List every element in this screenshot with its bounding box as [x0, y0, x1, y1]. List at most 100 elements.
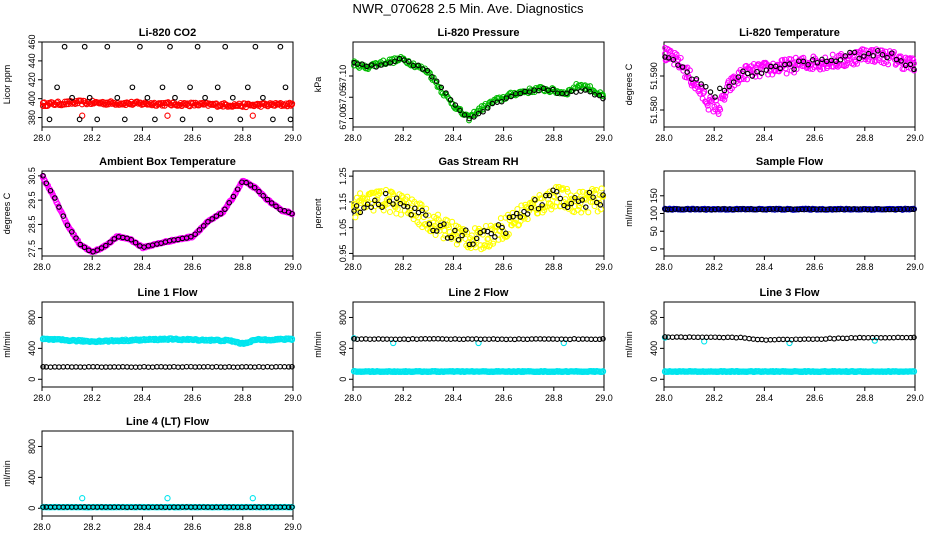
data-point: [774, 206, 780, 212]
x-tick-label: 28.0: [344, 262, 362, 272]
data-point: [471, 108, 478, 115]
data-point: [550, 86, 556, 93]
x-tick-label: 28.8: [234, 522, 252, 532]
data-point: [910, 368, 918, 375]
data-point: [430, 227, 436, 234]
data-point: [463, 227, 469, 233]
data-point: [763, 67, 770, 73]
data-point: [911, 206, 917, 213]
data-point: [679, 206, 685, 213]
data-point: [480, 109, 486, 115]
data-point: [60, 213, 67, 219]
data-point: [449, 218, 456, 225]
data-points: [39, 43, 296, 123]
y-tick-label: 0: [649, 246, 659, 251]
data-point: [911, 60, 917, 67]
data-point: [531, 205, 538, 212]
data-point: [526, 89, 533, 95]
y-axis-label: percent: [313, 198, 323, 229]
data-point: [701, 206, 707, 213]
data-point: [452, 336, 458, 342]
data-point: [270, 116, 276, 123]
data-point: [697, 206, 704, 213]
chart-title: Li-820 Pressure: [438, 27, 520, 39]
data-point: [214, 84, 221, 91]
data-point: [754, 68, 760, 75]
x-tick-label: 28.8: [856, 262, 874, 272]
plot-frame: [352, 41, 605, 128]
data-point: [679, 64, 686, 70]
data-point: [444, 235, 451, 241]
data-point: [289, 363, 295, 370]
data-points: [350, 183, 607, 253]
data-point: [404, 204, 411, 210]
data-point: [829, 51, 836, 58]
x-tick-label: 29.0: [595, 133, 613, 143]
data-point: [740, 76, 747, 83]
data-point: [712, 206, 718, 213]
x-tick-label: 29.0: [284, 262, 302, 272]
x-tick-label: 28.2: [705, 393, 723, 403]
data-points: [662, 44, 917, 117]
x-tick-label: 28.4: [445, 262, 463, 272]
data-point: [548, 206, 555, 213]
data-point: [779, 56, 786, 63]
data-point: [192, 231, 198, 237]
data-point: [368, 204, 374, 210]
x-tick-label: 28.8: [856, 393, 874, 403]
data-point: [708, 334, 714, 340]
data-point: [831, 336, 837, 342]
data-point: [554, 192, 561, 199]
data-point: [600, 192, 606, 198]
data-point: [47, 187, 54, 194]
chart-title: Gas Stream RH: [438, 156, 518, 168]
data-point: [795, 206, 802, 213]
data-point: [495, 236, 502, 243]
data-point: [872, 57, 879, 64]
data-point: [152, 116, 158, 123]
data-point: [401, 57, 407, 63]
chart-svg: Li-820 Temperature 28.0 28.2 28.4 28.6 28.8 29…: [624, 27, 924, 143]
y-tick-label: 51.580: [649, 96, 659, 124]
x-tick-label: 28.4: [756, 262, 774, 272]
x-tick-label: 28.0: [655, 393, 673, 403]
plot-frame: [41, 301, 294, 388]
data-point: [872, 206, 878, 212]
data-point: [460, 225, 467, 233]
data-point: [879, 52, 886, 58]
data-point: [770, 206, 776, 212]
data-point: [424, 67, 431, 74]
panel-co2: Li-820 CO2 28.0 28.2 28.4 28.6 28.8 29.0 380 400…: [0, 24, 302, 149]
data-point: [207, 116, 214, 123]
data-point: [717, 85, 723, 92]
y-tick-label: 800: [338, 310, 348, 325]
data-point: [668, 206, 675, 213]
data-point: [587, 198, 594, 205]
y-tick-label: 28.5: [27, 216, 37, 234]
plot-frame: [663, 301, 916, 388]
data-point: [392, 58, 398, 65]
data-point: [69, 229, 75, 235]
x-tick-label: 28.6: [495, 133, 513, 143]
data-point: [160, 336, 167, 343]
chart-svg: Line 3 Flow 28.0 28.2 28.4 28.6 28.8 29.0 0 400 8…: [624, 287, 924, 403]
data-point: [351, 336, 357, 342]
data-point: [803, 206, 809, 212]
data-point: [114, 94, 121, 101]
data-point: [788, 206, 795, 212]
data-point: [288, 335, 296, 343]
data-point: [100, 101, 108, 108]
y-tick-label: 420: [27, 72, 37, 87]
x-tick-label: 28.6: [495, 262, 513, 272]
data-point: [586, 189, 593, 196]
data-point: [759, 206, 765, 213]
data-point: [285, 504, 292, 510]
y-axis-label: Licor ppm: [2, 65, 12, 105]
data-point: [164, 495, 171, 502]
data-point: [435, 83, 442, 90]
x-tick-label: 28.0: [33, 262, 51, 272]
data-point: [791, 66, 797, 72]
chart-title: Li-820 Temperature: [739, 27, 840, 39]
data-point: [706, 97, 713, 103]
data-point: [861, 53, 867, 59]
